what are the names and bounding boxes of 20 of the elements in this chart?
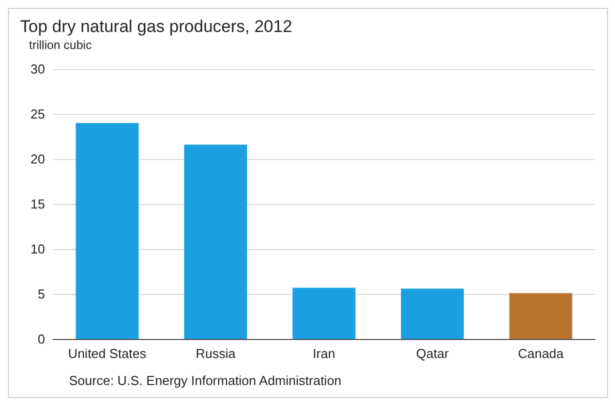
y-tick-label: 30 — [30, 62, 45, 76]
chart-title: Top dry natural gas producers, 2012 — [20, 17, 292, 36]
source-note: Source: U.S. Energy Information Administration — [69, 373, 342, 388]
x-tick-label: Russia — [196, 346, 236, 361]
y-tick-label: 20 — [30, 152, 45, 166]
bar — [184, 144, 248, 339]
y-tick-label: 25 — [30, 106, 45, 122]
bar — [509, 293, 572, 339]
y-tick-label: 10 — [30, 242, 45, 256]
y-tick-label: 15 — [30, 196, 45, 212]
x-tick-label: United States — [68, 346, 147, 361]
x-tick-label: Iran — [312, 346, 336, 361]
bar — [292, 288, 356, 339]
y-axis-title: trillion cubic — [29, 38, 92, 52]
x-tick-label: Canada — [518, 346, 564, 361]
x-tick-label: Qatar — [416, 346, 450, 361]
bar — [400, 288, 464, 339]
bar — [76, 123, 139, 339]
y-tick-label: 0 — [38, 332, 45, 346]
y-tick-label: 5 — [38, 286, 45, 302]
